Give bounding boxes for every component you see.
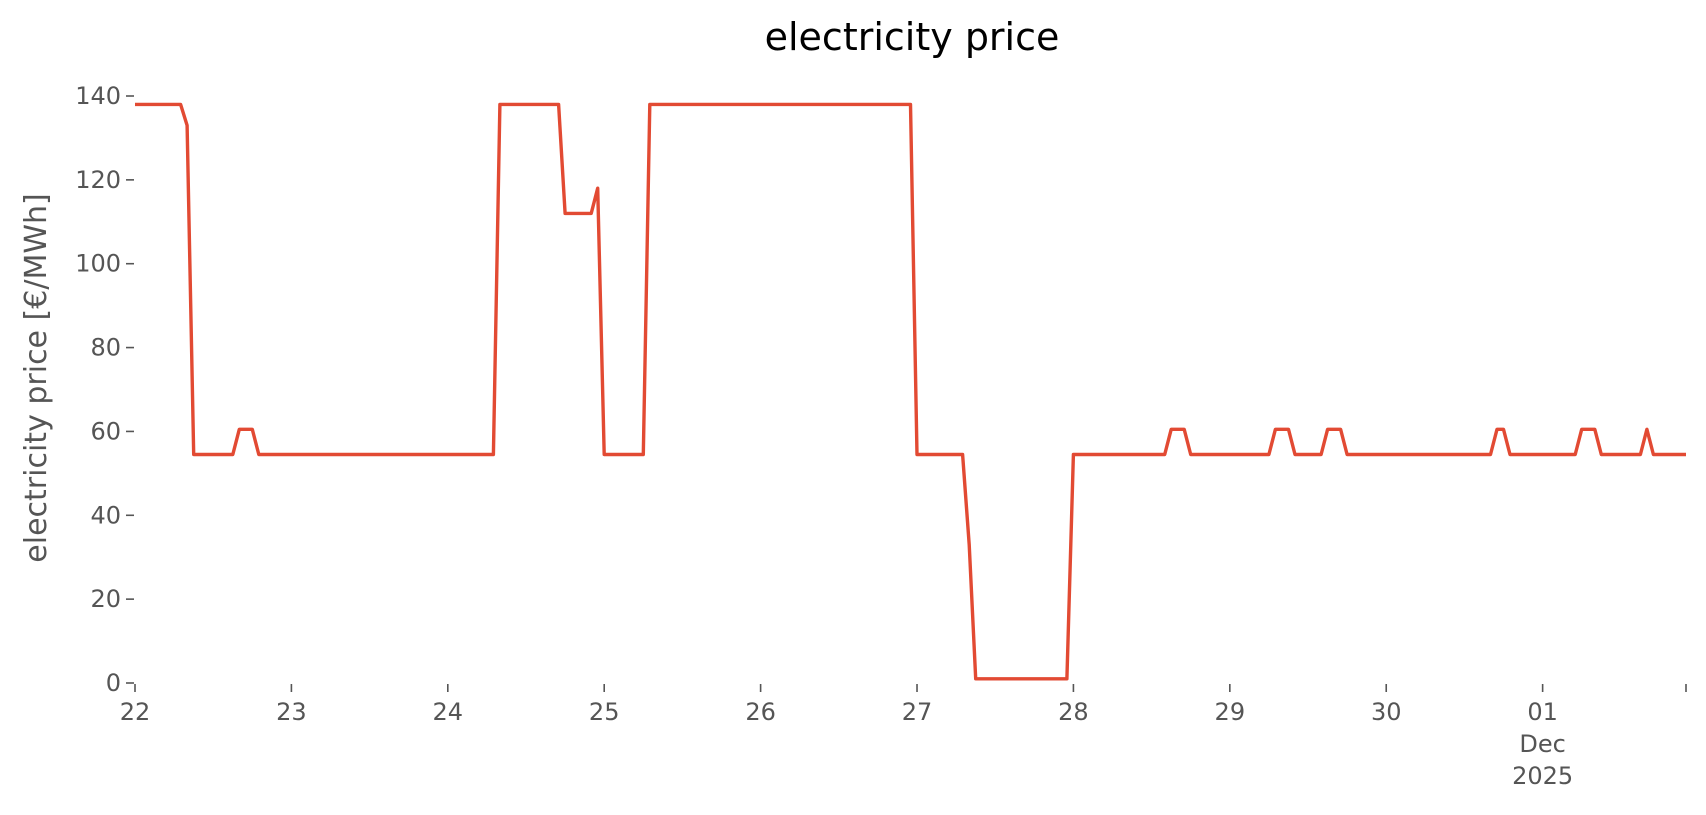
price-series-line — [135, 102, 1686, 681]
y-tick-label: 20 — [90, 585, 121, 613]
x-tick-label: 24 — [433, 698, 464, 726]
y-tick-label: 140 — [75, 82, 121, 110]
x-axis-ticks: 22 23 24 25 26 27 28 29 30 01 Dec 2025 — [120, 684, 1687, 790]
x-tick-label: 29 — [1215, 698, 1246, 726]
x-tick-label: 23 — [276, 698, 307, 726]
x-tick-label: 25 — [589, 698, 620, 726]
x-tick-label: 2025 — [1512, 762, 1573, 790]
x-tick-label: Dec — [1519, 730, 1565, 758]
y-tick-label: 0 — [106, 669, 121, 697]
y-tick-label: 100 — [75, 250, 121, 278]
x-tick-label: 01 — [1527, 698, 1558, 726]
y-axis-ticks: 0 20 40 60 80 100 120 140 — [75, 82, 134, 697]
x-tick-label: 22 — [120, 698, 151, 726]
x-tick-label: 30 — [1371, 698, 1402, 726]
x-tick-label: 26 — [745, 698, 776, 726]
x-tick-label: 27 — [902, 698, 933, 726]
x-tick-label: 28 — [1058, 698, 1089, 726]
y-tick-label: 120 — [75, 166, 121, 194]
y-tick-label: 40 — [90, 501, 121, 529]
y-tick-label: 80 — [90, 334, 121, 362]
y-axis-label: electricity price [€/MWh] — [19, 193, 54, 562]
plot-area — [135, 102, 1686, 681]
chart-title: electricity price — [765, 15, 1060, 59]
y-tick-label: 60 — [90, 417, 121, 445]
